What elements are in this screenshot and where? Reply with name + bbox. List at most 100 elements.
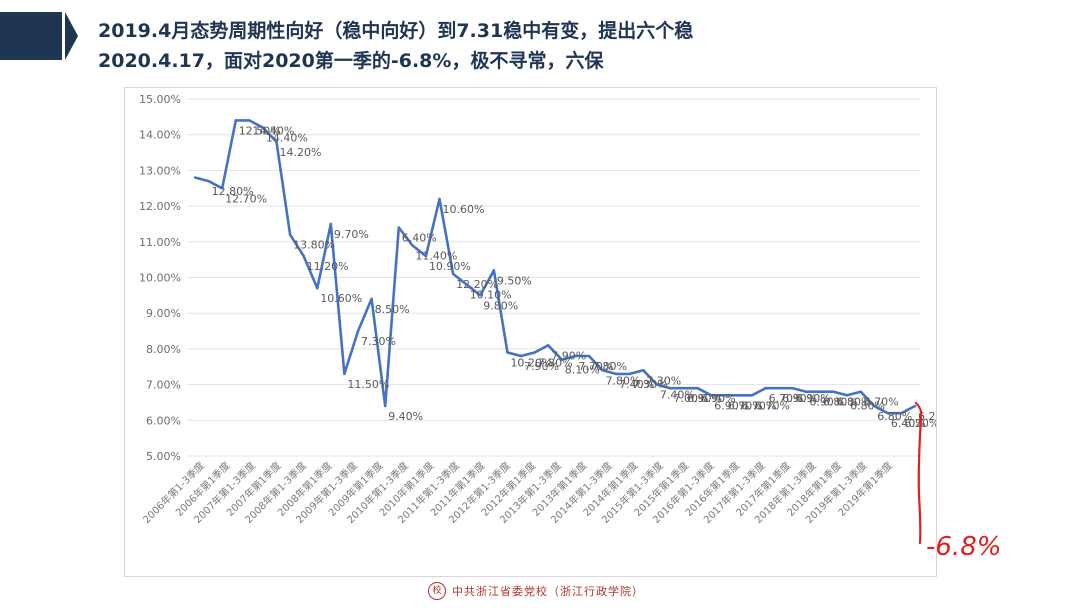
data-label: 6.70% [728, 399, 763, 412]
data-label: 10.60% [443, 203, 485, 216]
handwritten-annotation: -6.8% [914, 401, 1001, 562]
data-point [207, 179, 210, 183]
data-point [288, 233, 292, 236]
data-label: 7.70% [578, 360, 613, 373]
data-point [859, 390, 862, 393]
data-point [628, 372, 631, 376]
data-point [777, 386, 781, 390]
data-label: 9.80% [483, 299, 518, 312]
data-label: 14.20% [280, 146, 322, 159]
data-label: 7.80% [538, 356, 573, 369]
data-label: 10.90% [429, 260, 471, 273]
data-point [547, 344, 550, 347]
y-tick-label: 13.00% [139, 164, 181, 177]
data-point [791, 386, 794, 390]
data-point [220, 187, 224, 190]
data-point [519, 354, 523, 358]
data-label: 10.10% [470, 289, 512, 302]
footer: 校 中共浙江省委党校（浙江行政学院） [428, 580, 644, 602]
data-label: 6.90% [701, 392, 736, 405]
data-point [737, 394, 740, 397]
y-tick-label: 7.00% [146, 379, 181, 392]
data-label: 7.30% [633, 378, 668, 391]
data-label: 11.40% [415, 249, 457, 262]
data-label: 8.10% [565, 364, 600, 377]
data-point [873, 404, 876, 408]
data-point [302, 254, 305, 258]
series-line-gdp [194, 119, 916, 415]
data-label: 10.60% [320, 292, 362, 305]
data-label: 8.50% [375, 303, 410, 316]
handwritten-drop-stroke [914, 401, 923, 545]
data-point [764, 386, 767, 390]
y-tick-label: 8.00% [146, 343, 181, 356]
data-point [913, 404, 917, 408]
y-tick-label: 11.00% [139, 236, 181, 249]
data-label: 7.40% [660, 389, 695, 402]
data-label: 13.80% [293, 239, 335, 252]
data-point [710, 394, 713, 397]
data-point [832, 390, 835, 393]
data-point [316, 287, 319, 290]
data-label: 6.80% [836, 396, 871, 409]
data-point [248, 119, 251, 122]
data-label: 6.90% [687, 392, 722, 405]
data-point [356, 329, 360, 333]
data-label: 6.70% [755, 399, 790, 412]
data-point [696, 386, 699, 390]
data-label: 7.30% [361, 335, 396, 348]
data-label: 6.80% [823, 396, 858, 409]
data-label: 6.90% [714, 399, 749, 412]
data-label: 10.20% [510, 356, 552, 369]
data-point [642, 369, 645, 372]
data-point [234, 119, 237, 122]
data-point [845, 394, 849, 397]
data-label: 11.50% [347, 378, 389, 391]
data-point [655, 383, 659, 386]
title-tab-decoration [0, 12, 78, 60]
data-label: 7.30% [646, 374, 681, 387]
data-point [343, 372, 346, 376]
chart-frame: 5.00% 6.00% 7.00% 8.00% 9.00% 10.00% 11.00% 12.… [124, 87, 937, 577]
data-point [805, 390, 808, 393]
data-point [533, 351, 536, 354]
data-point [261, 126, 265, 129]
data-point [669, 386, 672, 390]
data-label: 11.20% [307, 260, 349, 273]
y-tick-label: 14.00% [139, 129, 181, 142]
footer-institution: 中共浙江省委党校（浙江行政学院） [452, 585, 644, 598]
party-school-seal-icon: 校 [428, 582, 446, 600]
data-point [682, 386, 686, 390]
data-label: 6.70% [864, 396, 899, 409]
data-label: 6.80% [877, 410, 912, 423]
data-point [451, 272, 455, 276]
y-tick-label: 5.00% [146, 450, 181, 463]
data-label: 6.20% [918, 410, 936, 423]
slide-title-line-2: 2020.4.17，面对2020第一季的-6.8%，极不寻常，六保 [98, 50, 604, 72]
data-point [818, 390, 822, 393]
data-point [193, 176, 197, 179]
data-point [886, 411, 890, 415]
data-point [397, 226, 400, 229]
data-label: 9.50% [497, 274, 532, 287]
data-point [479, 294, 482, 297]
data-point [275, 140, 278, 144]
data-point [424, 254, 428, 258]
data-point [370, 297, 373, 301]
data-point [601, 369, 604, 372]
data-label: 6.70% [741, 399, 776, 412]
data-label: 7.90% [524, 360, 559, 373]
data-point [506, 351, 509, 354]
data-label: 6.70% [769, 392, 804, 405]
data-point [465, 283, 468, 286]
data-label: 6.40% [891, 417, 926, 430]
data-label: 6.80% [850, 399, 885, 412]
data-label: 7.00% [673, 392, 708, 405]
data-point [750, 394, 754, 397]
data-label: 9.40% [388, 410, 423, 423]
data-label: 7.90% [551, 349, 586, 362]
data-label: 6.90% [782, 392, 817, 405]
data-point [383, 404, 387, 408]
gdp-growth-line-chart: 5.00% 6.00% 7.00% 8.00% 9.00% 10.00% 11.00% 12.… [139, 93, 936, 526]
slide-title-line-1: 2019.4月态势周期性向好（稳中向好）到7.31稳中有变，提出六个稳 [98, 20, 694, 42]
